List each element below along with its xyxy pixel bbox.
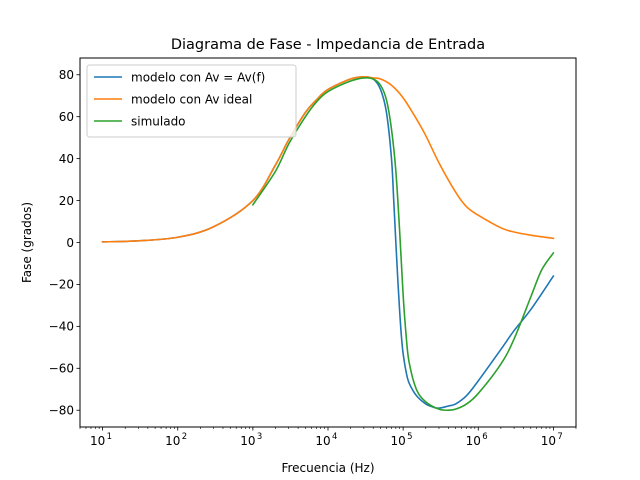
x-tick-exponent: 1	[107, 432, 112, 442]
y-tick-label: −80	[49, 404, 74, 418]
y-tick-label: 80	[59, 68, 74, 82]
x-tick-label: 10	[466, 434, 481, 448]
y-tick-label: 60	[59, 110, 74, 124]
legend-label: simulado	[131, 114, 186, 128]
y-axis-label: Fase (grados)	[20, 202, 34, 283]
x-tick-label: 10	[240, 434, 255, 448]
x-tick-exponent: 5	[407, 432, 412, 442]
y-tick-label: 0	[66, 236, 74, 250]
legend: modelo con Av = Av(f) modelo con Av ideal…	[86, 64, 297, 138]
x-axis-label: Frecuencia (Hz)	[281, 461, 374, 475]
y-tick-label: 20	[59, 194, 74, 208]
x-tick-label: 10	[90, 434, 105, 448]
legend-box	[86, 64, 297, 138]
series-layer	[101, 76, 555, 412]
x-tick-exponent: 3	[257, 432, 262, 442]
x-tick-label: 10	[165, 434, 180, 448]
x-tick-exponent: 2	[182, 432, 187, 442]
chart-title: Diagrama de Fase - Impedancia de Entrada	[171, 37, 485, 53]
x-tick-exponent: 4	[332, 432, 337, 442]
y-tick-label: −20	[49, 278, 74, 292]
axes-layer: 10 1 10 2 10 3 10 4 10 5 10 6 10 7−80−60−40−200204060…	[49, 68, 577, 448]
plot-frame	[79, 57, 577, 428]
y-tick-label: −40	[49, 320, 74, 334]
x-tick-label: 10	[315, 434, 330, 448]
x-tick-exponent: 6	[482, 432, 487, 442]
x-tick-label: 10	[390, 434, 405, 448]
legend-label: modelo con Av ideal	[131, 92, 252, 106]
series-line-2	[251, 76, 555, 412]
legend-label: modelo con Av = Av(f)	[131, 70, 265, 84]
y-tick-label: 40	[59, 152, 74, 166]
x-tick-exponent: 7	[557, 432, 562, 442]
series-line-1	[101, 76, 555, 243]
x-tick-label: 10	[541, 434, 556, 448]
y-tick-label: −60	[49, 362, 74, 376]
